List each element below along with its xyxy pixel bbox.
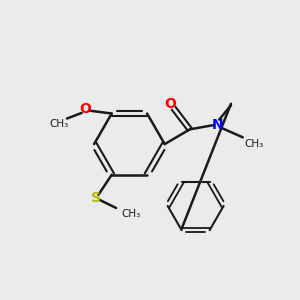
Text: N: N [212, 118, 224, 132]
Text: CH₃: CH₃ [244, 139, 263, 149]
Text: S: S [91, 191, 100, 205]
Text: CH₃: CH₃ [121, 209, 140, 220]
Text: CH₃: CH₃ [49, 119, 68, 129]
Text: O: O [79, 102, 91, 116]
Text: O: O [164, 97, 176, 111]
